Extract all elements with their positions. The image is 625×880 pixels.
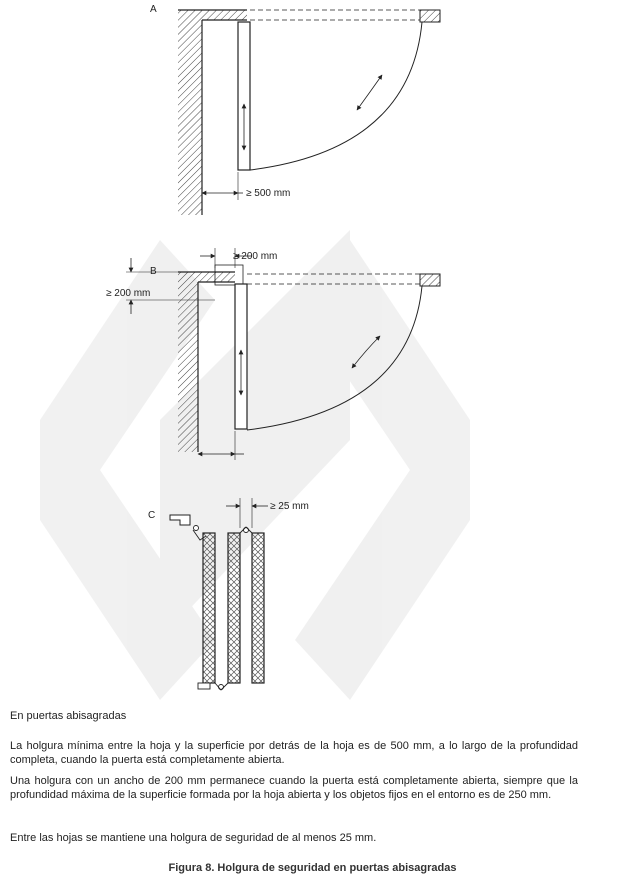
figure-caption: Figura 8. Holgura de seguridad en puerta…: [168, 862, 457, 874]
dimension-b-top: ≥ 200 mm: [233, 251, 277, 262]
door-closed-dashed: [247, 273, 420, 285]
door-leaf-2: [227, 532, 241, 684]
door-leaf-1: [202, 532, 216, 684]
swing-arc: [246, 285, 423, 431]
fixed-object: [214, 264, 244, 286]
door-leaf-3: [251, 532, 265, 684]
dimension-c: ≥ 25 mm: [270, 501, 309, 512]
detail-c: C ≥ 25 mm: [148, 498, 309, 691]
swing-arc: [249, 21, 423, 171]
opposite-wall: [419, 9, 441, 23]
section-heading: En puertas abisagradas: [10, 710, 127, 722]
paragraph-1: La holgura mínima entre la hoja y la sup…: [10, 740, 578, 766]
detail-a: A ≥ 500 mm: [150, 4, 441, 215]
wall-bracket: [169, 514, 191, 526]
detail-b: B ≥ 200 mm ≥ 200 mm: [106, 248, 441, 460]
hinged-door-clearance-figure: A ≥ 500 mm B: [40, 4, 470, 700]
dimension-a: ≥ 500 mm: [246, 188, 290, 199]
wall-hatch: [178, 10, 247, 215]
paragraph-2: Una holgura con un ancho de 200 mm perma…: [10, 775, 578, 801]
detail-b-label: B: [150, 266, 157, 277]
wall-hatch: [178, 272, 235, 452]
paragraph-3: Entre las hojas se mantiene una holgura …: [10, 832, 377, 844]
door-closed-dashed: [250, 9, 420, 21]
dimension-b-left: ≥ 200 mm: [106, 288, 150, 299]
door-leaf-open: [237, 21, 251, 171]
detail-c-label: C: [148, 510, 155, 521]
detail-a-label: A: [150, 4, 157, 15]
opposite-wall: [419, 273, 441, 287]
